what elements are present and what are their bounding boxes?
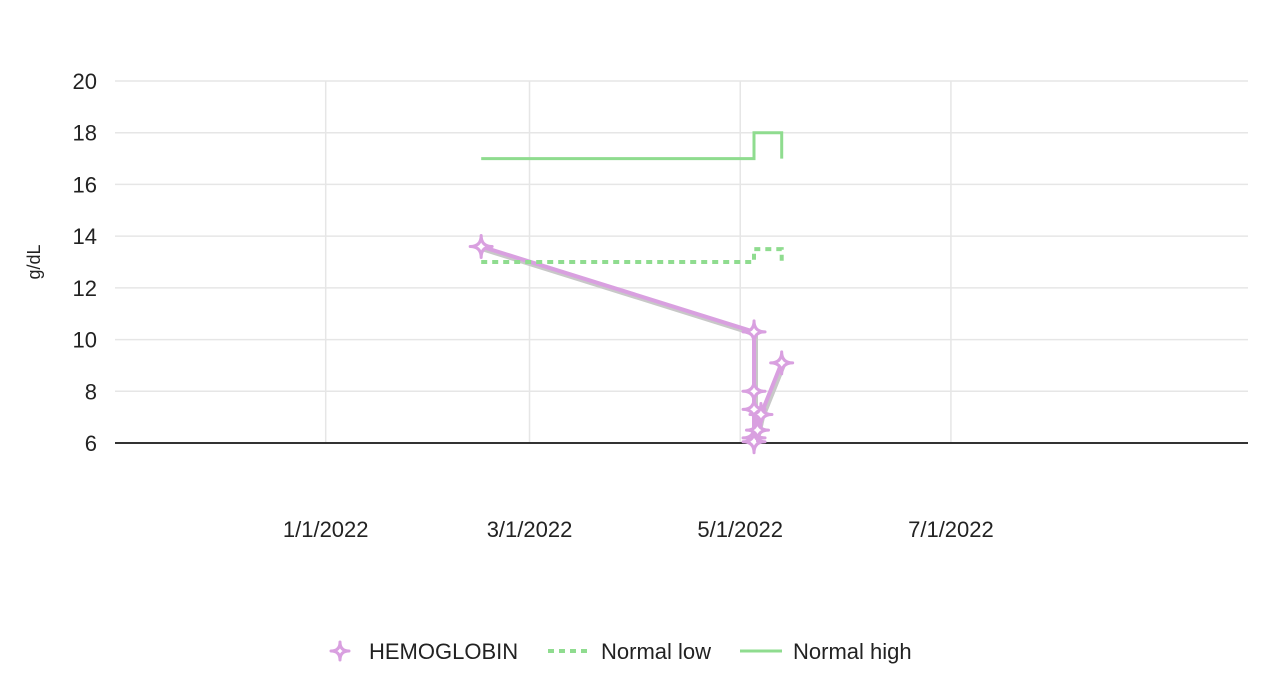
legend-label: HEMOGLOBIN: [369, 639, 518, 664]
y-tick-label: 8: [85, 379, 97, 404]
legend-swatch-hemoglobin: [329, 640, 351, 662]
y-axis-label: g/dL: [24, 244, 44, 279]
legend-item-normal-low: Normal low: [548, 639, 711, 664]
y-tick-label: 12: [73, 276, 97, 301]
hemoglobin-point: [744, 417, 770, 443]
y-tick-label: 10: [73, 328, 97, 353]
legend-item-normal-high: Normal high: [740, 639, 912, 664]
hemoglobin-point: [769, 350, 795, 376]
y-tick-label: 18: [73, 121, 97, 146]
hemoglobin-shadow: [482, 247, 786, 447]
grid-lines: [115, 80, 1248, 443]
hemoglobin-point: [468, 233, 494, 259]
legend-label: Normal high: [793, 639, 912, 664]
hemoglobin-line: [480, 244, 784, 444]
legend-label: Normal low: [601, 639, 711, 664]
legend-item-hemoglobin: HEMOGLOBIN: [329, 639, 518, 664]
y-tick-label: 6: [85, 431, 97, 456]
hemoglobin-point: [748, 402, 774, 428]
hemoglobin-point: [741, 429, 767, 455]
legend: HEMOGLOBIN Normal low Normal high: [329, 639, 912, 664]
tick-labels: 6 8 10 12 14 16 18 20 1/1/2022 3/1/2022 5/1/2022 7/…: [24, 69, 994, 542]
x-tick-label: 5/1/2022: [697, 517, 783, 542]
x-tick-label: 1/1/2022: [283, 517, 369, 542]
series-markers: [468, 233, 795, 455]
hemoglobin-point: [741, 319, 767, 345]
x-tick-label: 3/1/2022: [487, 517, 573, 542]
normal-low-line: [481, 247, 784, 264]
y-tick-label: 16: [73, 172, 97, 197]
normal-high-line: [481, 131, 784, 161]
y-tick-label: 14: [73, 224, 97, 249]
x-tick-label: 7/1/2022: [908, 517, 994, 542]
series-lines: [480, 131, 786, 447]
y-tick-label: 20: [73, 69, 97, 94]
